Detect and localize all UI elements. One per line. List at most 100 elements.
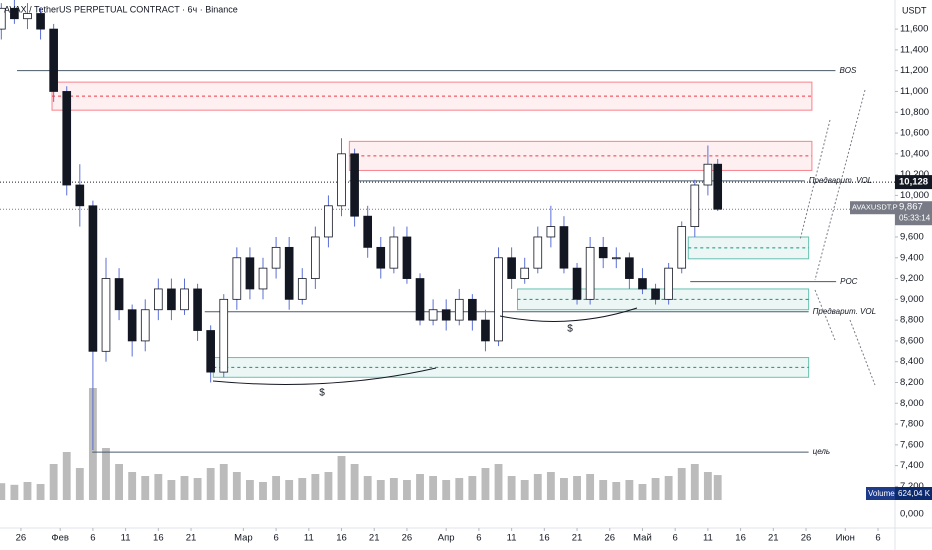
- chart-title: AVAX / TetherUS PERPETUAL CONTRACT · 6ч …: [4, 4, 238, 14]
- volume-bar: [193, 478, 202, 500]
- y-tick-label: 11,400: [900, 44, 928, 55]
- candle-body: [507, 257, 516, 279]
- annotation: $: [567, 324, 573, 335]
- candle-body: [49, 28, 58, 92]
- symbol-tag: [850, 201, 895, 215]
- candle-body: [271, 246, 281, 269]
- y-tick-label: 8,600: [900, 335, 924, 346]
- candle-body: [363, 215, 373, 248]
- liquidity-curve: [212, 367, 437, 385]
- volume-bar: [363, 476, 372, 500]
- candle-body: [376, 246, 386, 269]
- y-tick-label: 8,400: [900, 356, 924, 367]
- x-tick-label: 11: [304, 533, 314, 544]
- volume-bar: [638, 484, 647, 500]
- volume-tick-label: 0,000: [900, 509, 924, 520]
- volume-bar: [0, 483, 6, 500]
- candle-body: [415, 278, 425, 321]
- x-tick-label: Май: [633, 533, 652, 544]
- volume-bar: [311, 474, 320, 500]
- candle-body: [245, 257, 255, 290]
- volume-bar: [468, 476, 477, 500]
- candle-body: [297, 278, 307, 300]
- candle-body: [664, 267, 673, 300]
- x-tick-label: 16: [539, 533, 550, 544]
- x-tick-label: 21: [186, 533, 197, 544]
- x-tick-label: 6: [90, 533, 95, 544]
- candle-body: [651, 288, 660, 300]
- volume-legend-box: [866, 487, 895, 500]
- level-label: BOS: [839, 66, 857, 75]
- candle-body: [468, 298, 477, 321]
- level-label: POC: [840, 277, 858, 286]
- x-tick-label: 6: [476, 533, 481, 544]
- liquidity-curve: [499, 307, 638, 322]
- candle-body: [101, 278, 111, 352]
- volume-bar: [337, 456, 346, 500]
- candle-body: [219, 298, 229, 373]
- volume-bar: [49, 464, 58, 500]
- candle-body: [10, 7, 19, 20]
- volume-bar: [481, 468, 490, 500]
- candle-body: [546, 226, 556, 238]
- y-tick-label: 10,000: [900, 190, 929, 201]
- price-tag-label: 9,867: [899, 202, 923, 213]
- volume-bar: [625, 480, 634, 500]
- candle-body: [559, 226, 569, 269]
- level-label: Предварит. VOL: [809, 176, 872, 185]
- x-tick-label: 16: [735, 533, 746, 544]
- candle-body: [206, 330, 215, 373]
- x-tick-label: 26: [402, 533, 413, 544]
- volume-bar: [429, 476, 438, 500]
- candle-body: [75, 184, 85, 207]
- candle-body: [389, 236, 399, 269]
- candle-body: [114, 278, 124, 311]
- candle-body: [127, 309, 137, 342]
- volume-bar: [75, 468, 84, 500]
- level-label: цель: [813, 447, 830, 456]
- volume-bar: [115, 464, 123, 500]
- volume-bar: [416, 474, 424, 500]
- candle-body: [311, 236, 320, 279]
- candle-body: [494, 257, 503, 342]
- candle-body: [337, 153, 346, 207]
- volume-value-label: 624,04 K: [898, 489, 931, 498]
- candle-body: [62, 91, 72, 186]
- volume-bar: [141, 476, 150, 500]
- candle-body: [154, 288, 163, 311]
- volume-bar: [573, 476, 581, 500]
- volume-bar: [403, 480, 411, 500]
- price-tag: [895, 175, 932, 190]
- y-tick-label: 10,600: [900, 128, 929, 139]
- volume-bar: [350, 464, 359, 500]
- volume-bar: [154, 474, 163, 500]
- candle-body: [402, 236, 412, 279]
- x-tick-label: 11: [507, 533, 517, 544]
- candle-body: [690, 184, 700, 227]
- candle-body: [88, 205, 98, 352]
- scenario-arrow: [799, 89, 876, 386]
- x-tick-label: Апр: [438, 533, 455, 544]
- candle-body: [350, 153, 359, 217]
- volume-bar: [219, 464, 228, 500]
- level-label: Предварит. VOL: [813, 307, 876, 316]
- candle-body: [625, 257, 634, 279]
- volume-bar: [533, 474, 542, 500]
- volume-bar: [272, 476, 281, 500]
- volume-bar: [586, 474, 595, 500]
- plot: BOS Предварит. VOL POC Предварит. VOL цель: [0, 0, 895, 500]
- candle-body: [677, 226, 687, 269]
- y-tick-label: 11,600: [900, 24, 928, 35]
- volume-bar: [507, 476, 516, 500]
- y-tick-label: 7,600: [900, 439, 924, 450]
- x-tick-label: Июн: [836, 533, 855, 544]
- volume-bar: [713, 475, 722, 500]
- y-tick-label: 7,200: [900, 481, 924, 492]
- zone: [348, 140, 813, 171]
- candle-body: [572, 267, 582, 300]
- volume-bar: [36, 484, 45, 500]
- candle-body: [167, 288, 176, 311]
- volume-bar: [442, 480, 451, 500]
- volume-bar: [245, 480, 254, 500]
